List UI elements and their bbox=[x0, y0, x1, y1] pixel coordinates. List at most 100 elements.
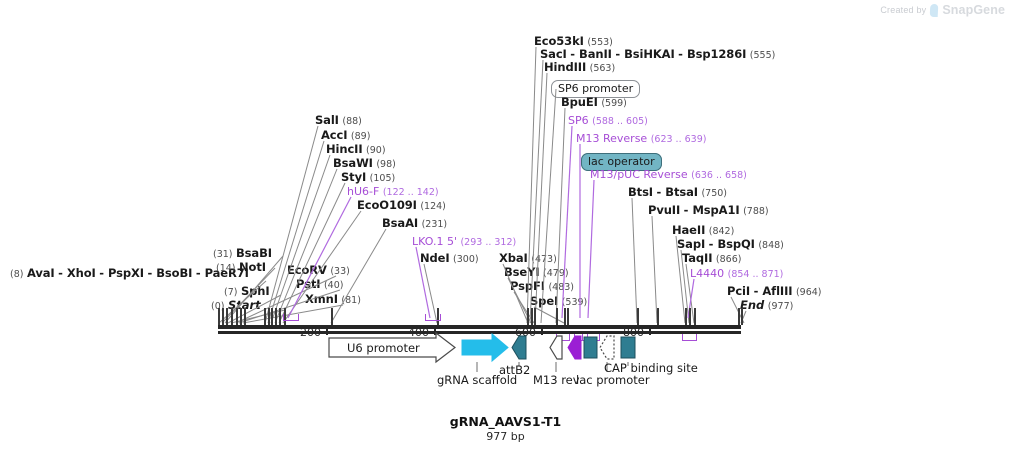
primer-label-m13-puc-reverse[interactable]: M13/pUC Reverse (636 .. 658) bbox=[590, 169, 747, 181]
enzyme-label-spei[interactable]: SpeI (539) bbox=[530, 295, 588, 308]
enzyme-label-start[interactable]: (0) Start bbox=[211, 299, 261, 312]
enzyme-position: (8) bbox=[10, 269, 24, 280]
feature-lac-promoter[interactable] bbox=[599, 335, 615, 360]
enzyme-name: BanII bbox=[579, 47, 612, 61]
feature-label-cap-binding-site: CAP binding site bbox=[604, 361, 698, 375]
enzyme-position: (750) bbox=[701, 188, 727, 199]
enzyme-position: (300) bbox=[453, 254, 479, 265]
enzyme-label-avai[interactable]: (8) AvaI - XhoI - PspXI - BsoBI - PaeR7I bbox=[10, 266, 249, 280]
feature-box-label: SP6 promoter bbox=[551, 80, 641, 98]
primer-bracket-lko1[interactable] bbox=[425, 314, 441, 321]
ruler-tick-200 bbox=[326, 327, 328, 335]
enzyme-label-haeii[interactable]: HaeII (842) bbox=[672, 224, 734, 237]
enzyme-name: NdeI bbox=[420, 251, 450, 265]
enzyme-position: (98) bbox=[376, 159, 396, 170]
feature-box-teal-1[interactable] bbox=[583, 336, 598, 359]
enzyme-name: PstI bbox=[296, 277, 321, 291]
feature-m13-rev[interactable] bbox=[549, 335, 563, 360]
feature-attb2[interactable] bbox=[511, 335, 527, 360]
enzyme-name: StyI bbox=[341, 170, 367, 184]
enzyme-label-bsawi[interactable]: BsaWI (98) bbox=[333, 156, 396, 170]
enzyme-name: Bsp1286I bbox=[686, 47, 747, 61]
enzyme-position: (848) bbox=[758, 240, 784, 251]
primer-name: hU6-F bbox=[347, 185, 380, 198]
enzyme-label-pcii[interactable]: PciI - AflIII (964) bbox=[727, 284, 822, 298]
enzyme-position: (539) bbox=[561, 297, 588, 308]
enzyme-label-hindiii[interactable]: HindIII (563) bbox=[544, 61, 615, 74]
enzyme-label-bsaai[interactable]: BsaAI (231) bbox=[382, 217, 447, 230]
feature-label-m13-rev: M13 rev bbox=[533, 373, 580, 387]
primer-label-l4440[interactable]: L4440 (854 .. 871) bbox=[690, 268, 783, 280]
enzyme-label-bsabi[interactable]: (31) BsaBI bbox=[213, 247, 272, 260]
primer-label-m13-reverse[interactable]: M13 Reverse (623 .. 639) bbox=[576, 133, 706, 145]
feature-grna-scaffold[interactable] bbox=[461, 332, 509, 363]
enzyme-name: EcoO109I bbox=[357, 198, 417, 212]
enzyme-name: BsaWI bbox=[333, 156, 373, 170]
primer-bracket-hu6f[interactable] bbox=[283, 314, 299, 321]
feature-label-lac-promoter: lac promoter bbox=[576, 373, 650, 387]
enzyme-label-acci[interactable]: AccI (89) bbox=[321, 129, 370, 142]
enzyme-position: (964) bbox=[795, 287, 822, 298]
enzyme-position: (31) bbox=[213, 249, 233, 260]
enzyme-position: (479) bbox=[543, 268, 569, 279]
feature-lac-operator-glyph[interactable] bbox=[567, 335, 582, 360]
enzyme-label-taqii[interactable]: TaqII (866) bbox=[682, 251, 741, 265]
enzyme-name: BspQI bbox=[717, 237, 755, 251]
enzyme-name: TaqII bbox=[682, 251, 713, 265]
enzyme-name: PaeR7I bbox=[204, 266, 249, 280]
primer-range: (854 .. 871) bbox=[727, 269, 784, 280]
enzyme-name: AflIII bbox=[762, 284, 793, 298]
enzyme-position: (90) bbox=[366, 145, 386, 156]
enzyme-label-bpuei[interactable]: BpuEI (599) bbox=[561, 96, 627, 109]
featbox-sp6-promoter[interactable]: SP6 promoter bbox=[551, 77, 641, 98]
enzyme-label-psti[interactable]: PstI (40) bbox=[296, 277, 344, 291]
enzyme-name: PvuII bbox=[648, 203, 681, 217]
enzyme-position: (977) bbox=[767, 301, 794, 312]
primer-range: (122 .. 142) bbox=[382, 187, 439, 198]
enzyme-name: XmnI bbox=[305, 292, 338, 306]
watermark-brand: SnapGene bbox=[942, 3, 1005, 17]
primer-label-hu6f[interactable]: hU6-F (122 .. 142) bbox=[347, 186, 439, 198]
enzyme-label-ecoo109i[interactable]: EcoO109I (124) bbox=[357, 198, 446, 212]
enzyme-name: MspA1I bbox=[692, 203, 740, 217]
enzyme-label-btsi[interactable]: BtsI - BtsaI (750) bbox=[628, 185, 727, 199]
enzyme-name: AvaI bbox=[26, 266, 55, 280]
enzyme-label-ecorv[interactable]: EcoRV (33) bbox=[287, 264, 350, 277]
primer-label-lko1[interactable]: LKO.1 5' (293 .. 312) bbox=[412, 236, 516, 248]
primer-range: (588 .. 605) bbox=[592, 116, 648, 127]
feature-cap-binding-site[interactable] bbox=[620, 336, 636, 359]
primer-range: (293 .. 312) bbox=[460, 237, 517, 248]
enzyme-label-eco53ki[interactable]: Eco53kI (553) bbox=[534, 35, 613, 48]
feature-u6-promoter[interactable] bbox=[328, 331, 456, 364]
enzyme-label-sali[interactable]: SalI (88) bbox=[315, 113, 362, 127]
primer-label-sp6[interactable]: SP6 (588 .. 605) bbox=[568, 115, 648, 127]
enzyme-label-saci[interactable]: SacI - BanII - BsiHKAI - Bsp1286I (555) bbox=[540, 47, 776, 61]
enzyme-position: (553) bbox=[587, 37, 613, 48]
primer-bracket-l4440[interactable] bbox=[682, 334, 697, 341]
enzyme-label-sapi[interactable]: SapI - BspQI (848) bbox=[677, 237, 784, 251]
enzyme-name: SacI bbox=[540, 47, 567, 61]
enzyme-label-pspfi[interactable]: PspFI (483) bbox=[510, 280, 574, 293]
enzyme-label-xmni[interactable]: XmnI (81) bbox=[305, 292, 361, 306]
enzyme-position: (473) bbox=[531, 254, 557, 265]
enzyme-label-styi[interactable]: StyI (105) bbox=[341, 170, 395, 184]
enzyme-name: BseYI bbox=[504, 265, 540, 279]
enzyme-label-hincii[interactable]: HincII (90) bbox=[326, 143, 386, 156]
feature-label-grna-scaffold: gRNA scaffold bbox=[437, 373, 518, 387]
enzyme-label-ndei[interactable]: NdeI (300) bbox=[420, 251, 479, 265]
enzyme-name: SalI bbox=[315, 113, 339, 127]
enzyme-label-pvuii[interactable]: PvuII - MspA1I (788) bbox=[648, 203, 769, 217]
enzyme-position: (40) bbox=[323, 280, 344, 291]
featbox-lac-operator[interactable]: lac operator bbox=[581, 150, 662, 171]
enzyme-label-end[interactable]: End (977) bbox=[740, 299, 794, 312]
enzyme-name: PspXI bbox=[108, 266, 144, 280]
enzyme-position: (33) bbox=[330, 266, 350, 277]
sequence-backbone-top[interactable] bbox=[218, 325, 741, 329]
enzyme-label-bseyi[interactable]: BseYI (479) bbox=[504, 265, 569, 279]
sequence-backbone-bottom[interactable] bbox=[218, 331, 741, 334]
enzyme-name: BsoBI bbox=[156, 266, 193, 280]
enzyme-label-noti[interactable]: (14) NotI bbox=[216, 261, 266, 274]
enzyme-name: BtsI bbox=[628, 185, 653, 199]
enzyme-label-xbai[interactable]: XbaI (473) bbox=[499, 252, 557, 265]
construct-length: 977 bp bbox=[486, 430, 525, 443]
